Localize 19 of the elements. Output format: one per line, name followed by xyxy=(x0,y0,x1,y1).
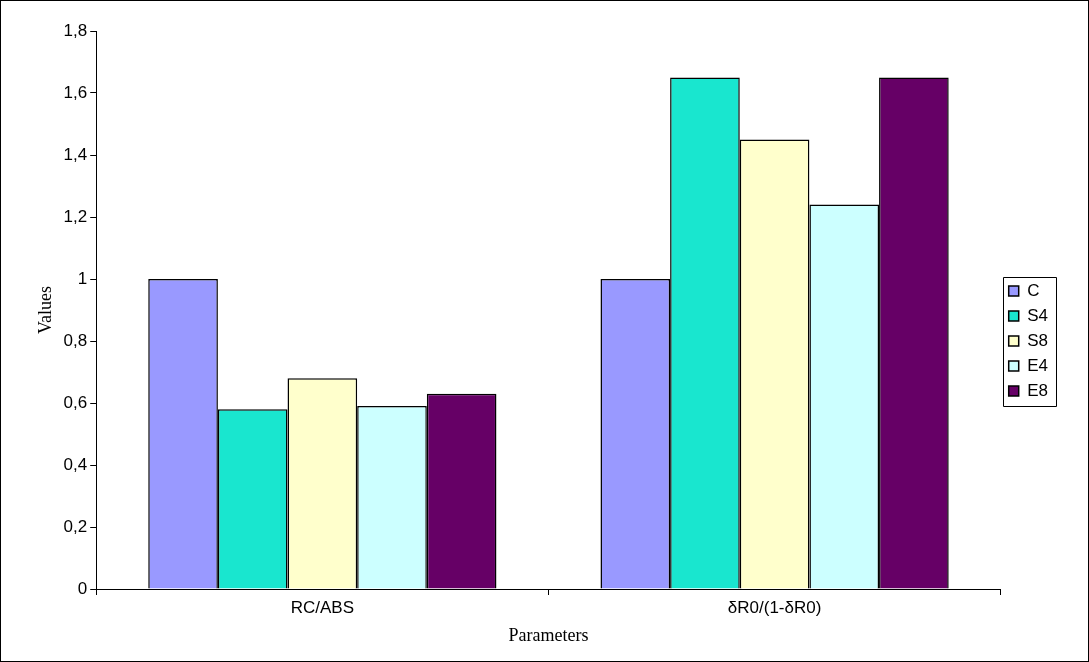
y-tick-label: 1,8 xyxy=(63,20,88,40)
legend-label: E8 xyxy=(1027,380,1048,400)
y-tick-label: 0,4 xyxy=(63,454,88,474)
y-tick-label: 0,6 xyxy=(63,392,88,412)
x-tick-label: RC/ABS xyxy=(290,597,354,617)
y-tick-label: 0,2 xyxy=(63,516,88,536)
y-tick-label: 1,2 xyxy=(63,206,88,226)
legend-label: S8 xyxy=(1027,330,1048,350)
y-tick-label: 1,4 xyxy=(63,144,88,164)
y-tick-label: 0 xyxy=(77,578,88,598)
x-tick-label: δR0/(1-δR0) xyxy=(727,597,822,617)
legend-label: C xyxy=(1027,280,1040,300)
legend-label: S4 xyxy=(1027,305,1048,325)
y-tick-label: 1 xyxy=(77,268,88,288)
y-tick-label: 1,6 xyxy=(63,82,88,102)
y-axis-title: Values xyxy=(34,286,55,334)
y-tick-label: 0,8 xyxy=(63,330,88,350)
x-axis-title: Parameters xyxy=(508,624,589,645)
legend-label: E4 xyxy=(1027,355,1048,375)
